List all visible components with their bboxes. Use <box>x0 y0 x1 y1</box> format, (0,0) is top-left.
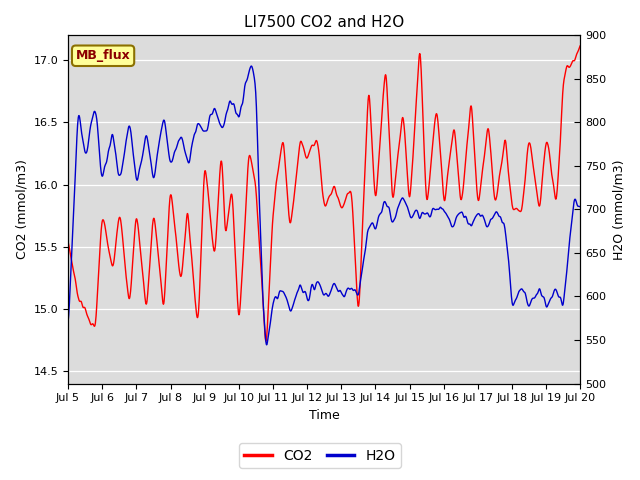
CO2 <box>104 241 111 247</box>
H2O <box>577 204 584 210</box>
CO2 <box>262 338 270 344</box>
CO2 <box>302 153 310 159</box>
CO2 <box>125 294 132 300</box>
H2O <box>248 63 255 69</box>
H2O <box>64 318 72 324</box>
X-axis label: Time: Time <box>309 409 340 422</box>
H2O <box>302 290 310 296</box>
Title: LI7500 CO2 and H2O: LI7500 CO2 and H2O <box>244 15 404 30</box>
H2O <box>356 279 364 285</box>
Line: CO2: CO2 <box>68 46 580 341</box>
CO2 <box>292 173 300 179</box>
H2O <box>104 153 111 158</box>
H2O <box>293 291 301 297</box>
H2O <box>125 124 132 130</box>
Y-axis label: H2O (mmol/m3): H2O (mmol/m3) <box>612 159 625 260</box>
CO2 <box>356 285 364 290</box>
CO2 <box>282 170 290 176</box>
Line: H2O: H2O <box>68 66 580 345</box>
Y-axis label: CO2 (mmol/m3): CO2 (mmol/m3) <box>15 159 28 259</box>
Text: MB_flux: MB_flux <box>76 49 131 62</box>
CO2 <box>577 43 584 48</box>
H2O <box>263 342 271 348</box>
CO2 <box>64 240 72 245</box>
H2O <box>282 295 290 300</box>
Legend: CO2, H2O: CO2, H2O <box>239 443 401 468</box>
